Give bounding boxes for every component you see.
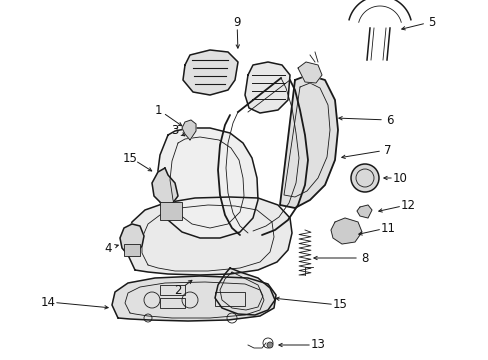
Polygon shape	[244, 62, 289, 113]
Text: 14: 14	[41, 296, 55, 309]
Text: 8: 8	[361, 252, 368, 265]
Text: 1: 1	[154, 104, 162, 117]
Text: 2: 2	[174, 284, 182, 297]
Text: 12: 12	[400, 198, 415, 212]
Circle shape	[350, 164, 378, 192]
Circle shape	[266, 342, 272, 348]
Text: 6: 6	[386, 113, 393, 126]
Polygon shape	[157, 128, 258, 238]
Polygon shape	[280, 75, 337, 208]
Text: 11: 11	[380, 221, 395, 234]
Bar	[160, 202, 182, 220]
Polygon shape	[152, 168, 178, 204]
Text: 15: 15	[122, 152, 137, 165]
Text: 9: 9	[233, 15, 240, 28]
Bar	[160, 298, 184, 308]
Text: 5: 5	[427, 15, 435, 28]
Text: 13: 13	[310, 338, 325, 351]
Polygon shape	[120, 224, 143, 255]
Text: 10: 10	[392, 171, 407, 185]
Polygon shape	[297, 62, 321, 83]
Text: 15: 15	[332, 298, 347, 311]
Polygon shape	[330, 218, 361, 244]
Text: 7: 7	[384, 144, 391, 157]
Polygon shape	[183, 50, 238, 95]
Bar	[215, 292, 244, 306]
Text: 3: 3	[171, 123, 178, 136]
Polygon shape	[182, 120, 196, 140]
Polygon shape	[127, 197, 291, 275]
Text: 4: 4	[104, 242, 112, 255]
Bar	[160, 285, 184, 295]
Polygon shape	[112, 276, 275, 321]
Polygon shape	[215, 268, 274, 315]
Bar	[124, 244, 140, 256]
Polygon shape	[356, 205, 371, 218]
